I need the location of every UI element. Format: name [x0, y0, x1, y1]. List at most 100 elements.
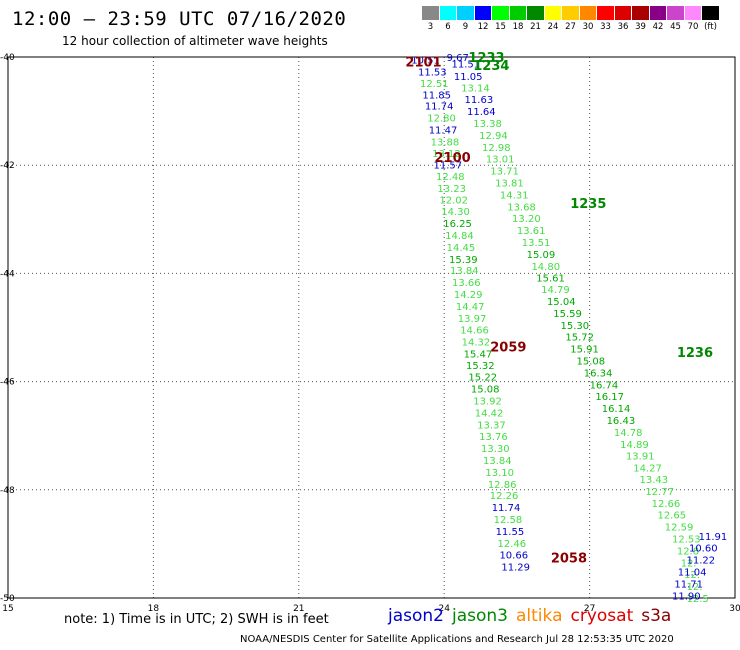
legend-item-jason2: jason2 [388, 606, 444, 626]
credit-line: NOAA/NESDIS Center for Satellite Applica… [240, 634, 674, 645]
wave-height-point: 16.25 [443, 219, 472, 230]
legend-item-cryosat: cryosat [570, 606, 634, 626]
colorbar-swatch [597, 6, 615, 20]
wave-height-point: 10.60 [689, 544, 718, 555]
colorbar-label: 3 [427, 22, 434, 32]
wave-height-point: 14.66 [460, 326, 489, 337]
colorbar-label: 39 [635, 22, 646, 32]
wave-height-point: 11.90 [672, 591, 701, 602]
colorbar-label: (ft) [704, 22, 717, 32]
wave-height-point: 11.04 [678, 567, 707, 578]
wave-height-point: 15.22 [468, 373, 497, 384]
colorbar-swatch [457, 6, 475, 20]
wave-height-point: 12.02 [439, 195, 468, 206]
wave-height-point: 16.43 [607, 416, 636, 427]
colorbar-swatch [422, 6, 440, 20]
colorbar-swatch [562, 6, 580, 20]
colorbar-swatch [684, 6, 702, 20]
colorbar-label: 30 [582, 22, 594, 32]
wave-height-point: 12.86 [488, 480, 517, 491]
wave-height-point: 16.17 [595, 392, 624, 403]
track-label: 2100 [435, 151, 471, 166]
colorbar-swatch [667, 6, 685, 20]
wave-height-point: 11.85 [422, 90, 451, 101]
wave-height-point: 12.8 [677, 546, 699, 557]
y-tick-label: -48 [0, 486, 15, 496]
wave-height-point: 13.92 [473, 397, 502, 408]
wave-height-point: 11.22 [687, 556, 716, 567]
wave-height-point: 15.08 [577, 357, 606, 368]
wave-height-point: 13.51 [522, 238, 551, 249]
x-tick-label: 21 [293, 604, 304, 614]
wave-height-point: 13.81 [495, 179, 524, 190]
wave-height-point: 13.23 [437, 184, 466, 195]
wave-height-point: 15.72 [565, 333, 594, 344]
wave-height-point: 12.77 [645, 487, 674, 498]
wave-height-point: 14.32 [462, 338, 491, 349]
wave-height-point: 14.89 [620, 440, 649, 451]
track-label: 2101 [405, 55, 441, 70]
wave-height-point: 15.39 [449, 255, 478, 266]
colorbar-label: 27 [565, 22, 576, 32]
footer-note: note: 1) Time is in UTC; 2) SWH is in fe… [64, 612, 329, 627]
track-label: 2059 [490, 340, 526, 355]
colorbar-swatch [474, 6, 492, 20]
legend: jason2 jason3 altika cryosat s3a [388, 606, 679, 626]
wave-height-point: 12.80 [427, 114, 456, 125]
wave-height-point: 12.66 [652, 499, 681, 510]
legend-item-jason3: jason3 [452, 606, 508, 626]
chart-subtitle: 12 hour collection of altimeter wave hei… [62, 34, 328, 48]
wave-height-point: 11.74 [425, 102, 454, 113]
track-label: 1234 [473, 59, 509, 74]
wave-height-point: 13.43 [640, 475, 669, 486]
legend-item-altika: altika [516, 606, 563, 626]
wave-height-point: 14.45 [447, 243, 476, 254]
track-label: 1233 [468, 51, 504, 66]
wave-height-point: 14.47 [456, 302, 485, 313]
colorbar-label: 33 [600, 22, 611, 32]
plot-marks: 10.5111.5312.5111.8511.7412.8011.4713.88… [405, 51, 727, 605]
wave-height-point: 12. [687, 582, 703, 593]
legend-item-s3a: s3a [641, 606, 672, 626]
wave-height-point: 12.46 [498, 539, 527, 550]
wave-height-point: 12.51 [420, 79, 449, 90]
wave-height-point: 15.04 [547, 297, 576, 308]
wave-height-point: 14.31 [500, 190, 529, 201]
wave-height-point: 13.71 [490, 167, 519, 178]
track-label: 2058 [551, 551, 587, 566]
colorbar-swatch [632, 6, 650, 20]
wave-height-point: 12.59 [665, 523, 694, 534]
wave-height-point: 12.58 [494, 515, 523, 526]
wave-height-point: 16.14 [602, 404, 631, 415]
colorbar-swatch [649, 6, 667, 20]
y-tick-label: -46 [0, 378, 15, 388]
colorbar-swatch [614, 6, 632, 20]
y-tick-label: -40 [0, 53, 15, 63]
wave-height-point: 15.61 [536, 274, 565, 285]
plot-grid [8, 57, 735, 598]
colorbar-label: 9 [462, 22, 469, 32]
y-tick-label: -50 [0, 594, 15, 604]
x-tick-label: 18 [148, 604, 160, 614]
wave-height-point: 12.26 [490, 491, 519, 502]
wave-height-point: 11.74 [492, 503, 521, 514]
wave-height-point: 14.80 [531, 262, 560, 273]
colorbar-swatch [702, 6, 720, 20]
colorbar-swatch [509, 6, 527, 20]
wave-height-point: 13.30 [481, 444, 510, 455]
track-label: 1235 [570, 197, 606, 212]
wave-height-point: 14.78 [614, 428, 643, 439]
chart-title: 12:00 – 23:59 UTC 07/16/2020 [12, 8, 347, 30]
wave-height-point: 13.38 [473, 119, 502, 130]
wave-height-point: 10.51 [411, 56, 440, 67]
colorbar-label: 12 [477, 22, 489, 32]
wave-height-point: 13.61 [517, 226, 546, 237]
wave-height-point: 12.53 [672, 534, 701, 545]
wave-height-point: 16.74 [590, 380, 619, 391]
colorbar-label: 45 [670, 22, 681, 32]
wave-height-point: 10.66 [499, 551, 528, 562]
wave-height-point: 13.91 [626, 452, 655, 463]
wave-height-point: 13.66 [452, 278, 481, 289]
colorbar-swatch [579, 6, 597, 20]
colorbar-label: 21 [530, 22, 541, 32]
